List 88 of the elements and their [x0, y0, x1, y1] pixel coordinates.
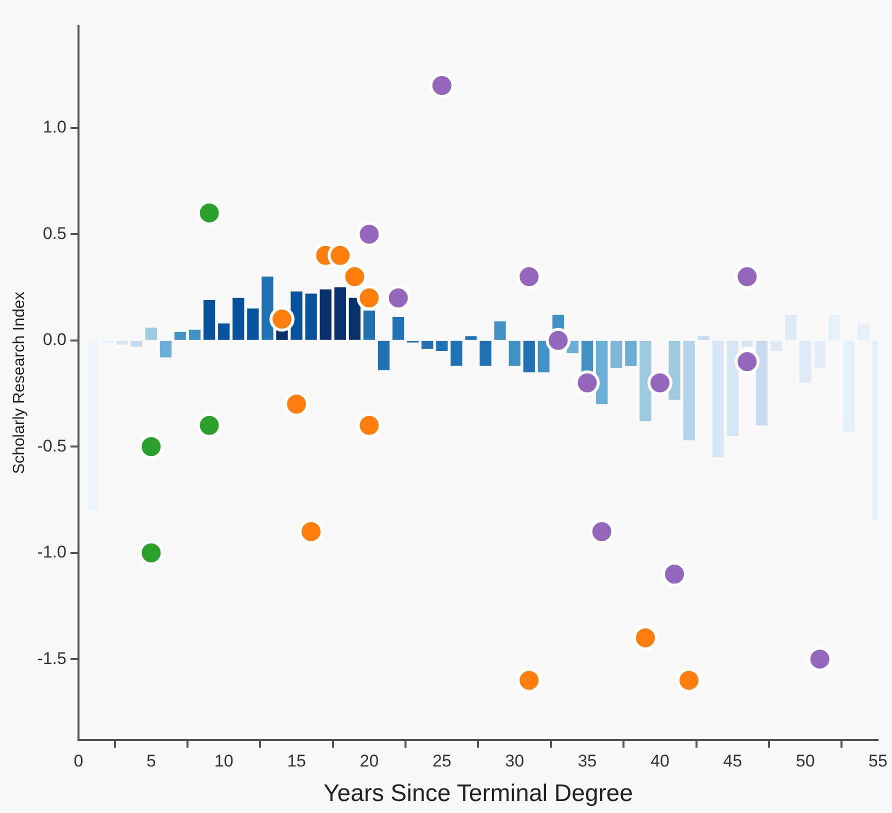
bar [320, 289, 332, 340]
y-tick-label: -1.5 [37, 648, 66, 668]
bar [756, 340, 768, 426]
bar [204, 300, 216, 340]
bar [363, 310, 376, 340]
bar [494, 321, 506, 340]
bar [625, 340, 637, 366]
point [270, 306, 295, 332]
bar [450, 340, 462, 366]
point [676, 668, 702, 693]
bar [247, 308, 259, 340]
bar [523, 340, 535, 372]
point [356, 222, 382, 247]
y-axis-title: Scholarly Research Index [11, 292, 28, 474]
bar [712, 340, 724, 458]
x-tick-label: 20 [360, 752, 379, 771]
bar [726, 340, 738, 436]
point [734, 264, 760, 290]
bar [116, 340, 128, 345]
x-axis-title: Years Since Terminal Degree [323, 780, 634, 808]
bar [596, 340, 608, 404]
x-tick-label: 5 [146, 752, 156, 771]
bar [640, 340, 652, 422]
bar [305, 294, 317, 340]
x-tick-label: 45 [723, 752, 742, 771]
point [647, 370, 672, 396]
bar [800, 340, 812, 383]
bar [262, 276, 274, 340]
bar [378, 340, 390, 370]
point [356, 412, 382, 438]
x-tick-label: 25 [432, 752, 452, 771]
bar [218, 323, 230, 340]
x-tick-label: 55 [868, 752, 888, 771]
point [138, 540, 164, 566]
bar [130, 340, 142, 347]
point [516, 264, 542, 290]
point [662, 562, 687, 587]
x-tick-label: 35 [578, 752, 597, 771]
bar [290, 292, 302, 340]
bar [334, 287, 346, 340]
bar [436, 340, 448, 352]
x-tick-label: 15 [287, 752, 306, 771]
bar [784, 314, 797, 340]
point [632, 625, 658, 650]
bar [538, 340, 550, 372]
bar [683, 340, 695, 440]
point [589, 519, 614, 544]
point [734, 349, 760, 374]
y-tick-label: 1.0 [42, 118, 66, 137]
point [328, 242, 353, 268]
point [196, 412, 222, 438]
y-tick-label: -0.5 [37, 436, 66, 456]
point [298, 519, 324, 544]
x-tick-label: 50 [796, 752, 815, 771]
point [574, 370, 600, 396]
bar [480, 340, 492, 366]
point [386, 285, 411, 310]
point [196, 200, 222, 226]
point [807, 646, 832, 672]
bar [668, 340, 680, 400]
point [546, 328, 571, 353]
bar [610, 340, 622, 368]
bar [160, 340, 172, 358]
point [356, 285, 382, 310]
bar [741, 340, 753, 347]
bar [392, 317, 404, 340]
point [284, 392, 310, 417]
bar [348, 298, 360, 340]
bar [465, 336, 477, 340]
point [516, 668, 542, 693]
point [342, 264, 368, 290]
bar [698, 336, 710, 340]
point [429, 72, 454, 98]
bar [422, 340, 434, 349]
bar [508, 340, 520, 366]
point [138, 434, 164, 460]
bar [232, 298, 244, 340]
y-tick-label: -1.0 [37, 542, 66, 562]
x-tick-label: 10 [214, 752, 234, 771]
y-tick-label: 0.0 [42, 330, 66, 350]
bar [174, 332, 186, 340]
x-tick-label: 40 [650, 752, 670, 771]
y-tick-label: 0.5 [42, 224, 66, 243]
bar [770, 340, 782, 352]
x-tick-label: 30 [505, 752, 524, 771]
bar [145, 328, 157, 340]
x-tick-label: 0 [74, 752, 84, 771]
bar [188, 330, 201, 340]
